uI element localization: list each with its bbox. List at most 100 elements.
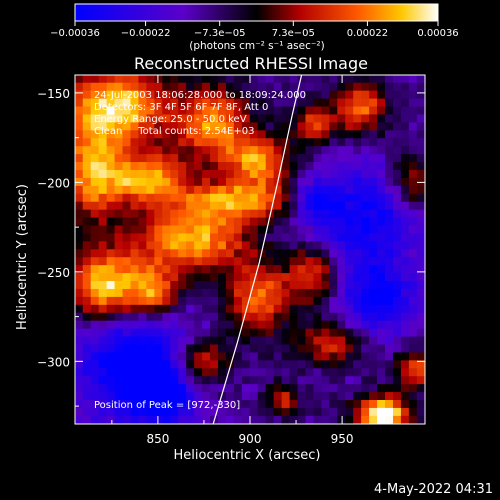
heatmap-cell xyxy=(385,162,394,171)
heatmap-cell xyxy=(98,249,108,258)
heatmap-cell xyxy=(90,82,100,92)
heatmap-cell xyxy=(194,106,203,116)
colorbar-tick-label: 0.00022 xyxy=(347,28,388,39)
heatmap-cell xyxy=(146,368,155,377)
heatmap-cell xyxy=(82,106,92,116)
heatmap-cell xyxy=(257,162,267,171)
heatmap-cell xyxy=(353,193,362,203)
heatmap-cell xyxy=(98,154,108,163)
heatmap-cell xyxy=(162,249,171,258)
heatmap-cell xyxy=(210,407,219,417)
heatmap-cell xyxy=(361,114,370,123)
heatmap-cell xyxy=(178,201,187,211)
heatmap-cell xyxy=(377,249,386,258)
heatmap-cell xyxy=(162,122,171,131)
heatmap-cell xyxy=(170,384,179,393)
heatmap-cell xyxy=(233,130,243,139)
heatmap-cell xyxy=(297,225,307,235)
annotation-block: 24-Jul-2003 18:06:28.000 to 18:09:24.000… xyxy=(94,90,306,411)
heatmap-cell xyxy=(106,392,116,401)
heatmap-cell xyxy=(265,384,275,393)
heatmap-cell xyxy=(138,146,147,155)
heatmap-cell xyxy=(289,288,299,298)
annotation-peak-position: Position of Peak = [972,-330] xyxy=(94,400,240,411)
heatmap-cell xyxy=(408,98,418,108)
heatmap-cell xyxy=(377,162,386,171)
heatmap-cell xyxy=(186,368,195,377)
heatmap-cell xyxy=(114,328,124,338)
heatmap-cell xyxy=(98,177,108,187)
heatmap-cell xyxy=(138,376,147,385)
heatmap-cell xyxy=(210,257,219,266)
heatmap-cell xyxy=(106,415,116,424)
heatmap-cell xyxy=(98,233,108,242)
heatmap-cell xyxy=(265,90,275,100)
heatmap-cell xyxy=(170,360,179,369)
heatmap-cell xyxy=(353,257,362,266)
heatmap-cell xyxy=(225,320,235,330)
heatmap-cell xyxy=(416,415,425,424)
heatmap-cell xyxy=(82,249,92,258)
heatmap-cell xyxy=(305,130,315,139)
heatmap-cell xyxy=(385,185,394,195)
heatmap-cell xyxy=(265,98,275,108)
heatmap-cell xyxy=(162,241,171,250)
heatmap-cell xyxy=(233,296,243,306)
heatmap-cell xyxy=(202,376,211,385)
heatmap-cell xyxy=(225,384,235,393)
heatmap-cell xyxy=(186,352,195,361)
heatmap-cell xyxy=(217,162,227,171)
heatmap-cell xyxy=(186,201,195,211)
heatmap-cell xyxy=(217,415,227,424)
heatmap-cell xyxy=(98,209,108,219)
heatmap-cell xyxy=(194,177,203,187)
heatmap-cell xyxy=(408,400,418,409)
heatmap-cell xyxy=(154,407,163,417)
heatmap-cell xyxy=(321,154,330,163)
heatmap-cell xyxy=(225,193,235,203)
heatmap-cell xyxy=(273,265,283,274)
heatmap-cell xyxy=(194,368,203,377)
heatmap-cell xyxy=(241,209,251,219)
heatmap-cell xyxy=(249,352,259,361)
heatmap-cell xyxy=(82,233,92,242)
heatmap-cell xyxy=(90,312,100,322)
heatmap-cell xyxy=(305,328,315,338)
heatmap-cell xyxy=(345,273,354,282)
heatmap-cell xyxy=(170,122,179,131)
heatmap-cell xyxy=(90,328,100,338)
heatmap-cell xyxy=(369,257,378,266)
heatmap-cell xyxy=(416,273,425,282)
heatmap-cell xyxy=(400,304,410,314)
heatmap-cell xyxy=(337,376,346,385)
heatmap-cell xyxy=(289,344,299,354)
heatmap-cell xyxy=(194,241,203,250)
heatmap-cell xyxy=(106,146,116,155)
heatmap-cell xyxy=(329,201,338,211)
heatmap-cell xyxy=(289,130,299,139)
heatmap-cell xyxy=(416,169,425,179)
heatmap-cell xyxy=(162,177,171,187)
heatmap-cell xyxy=(106,384,116,393)
heatmap-cell xyxy=(345,400,354,409)
heatmap-cell xyxy=(130,368,140,377)
heatmap-cell xyxy=(186,249,195,258)
heatmap-cell xyxy=(138,225,147,235)
heatmap-cell xyxy=(305,114,315,123)
heatmap-cell xyxy=(130,225,140,235)
heatmap-cell xyxy=(257,392,267,401)
heatmap-cell xyxy=(82,344,92,354)
heatmap-cell xyxy=(257,82,267,92)
heatmap-cell xyxy=(281,98,291,108)
heatmap-cell xyxy=(194,320,203,330)
heatmap-cell xyxy=(392,257,402,266)
heatmap-cell xyxy=(345,169,354,179)
heatmap-cell xyxy=(233,415,243,424)
heatmap-cell xyxy=(345,106,354,116)
heatmap-cell xyxy=(305,296,315,306)
heatmap-cell xyxy=(305,225,315,235)
heatmap-cell xyxy=(210,217,219,227)
heatmap-cell xyxy=(130,209,140,219)
heatmap-cell xyxy=(297,201,307,211)
heatmap-cell xyxy=(170,304,179,314)
